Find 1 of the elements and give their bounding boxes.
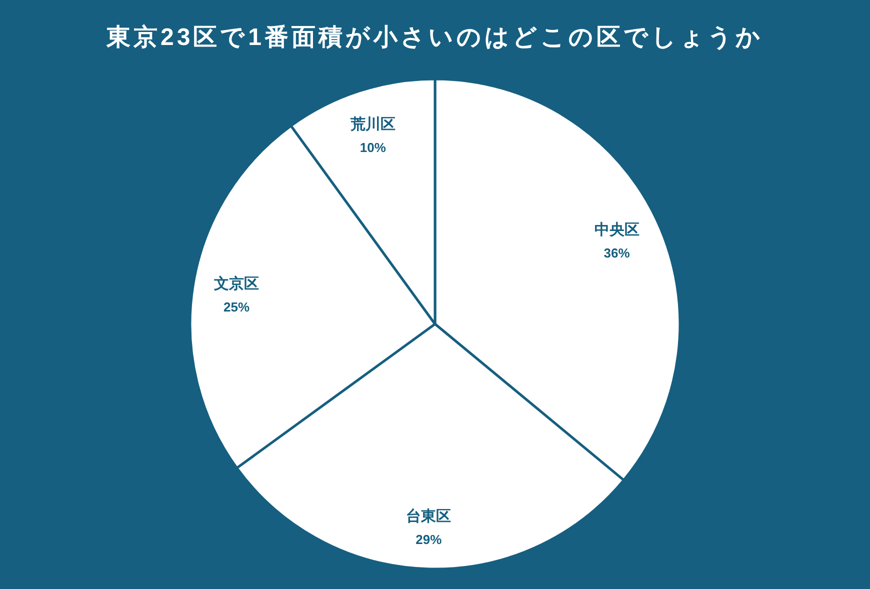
title: 東京23区で1番面積が小さいのはどこの区でしょうか xyxy=(106,24,764,51)
